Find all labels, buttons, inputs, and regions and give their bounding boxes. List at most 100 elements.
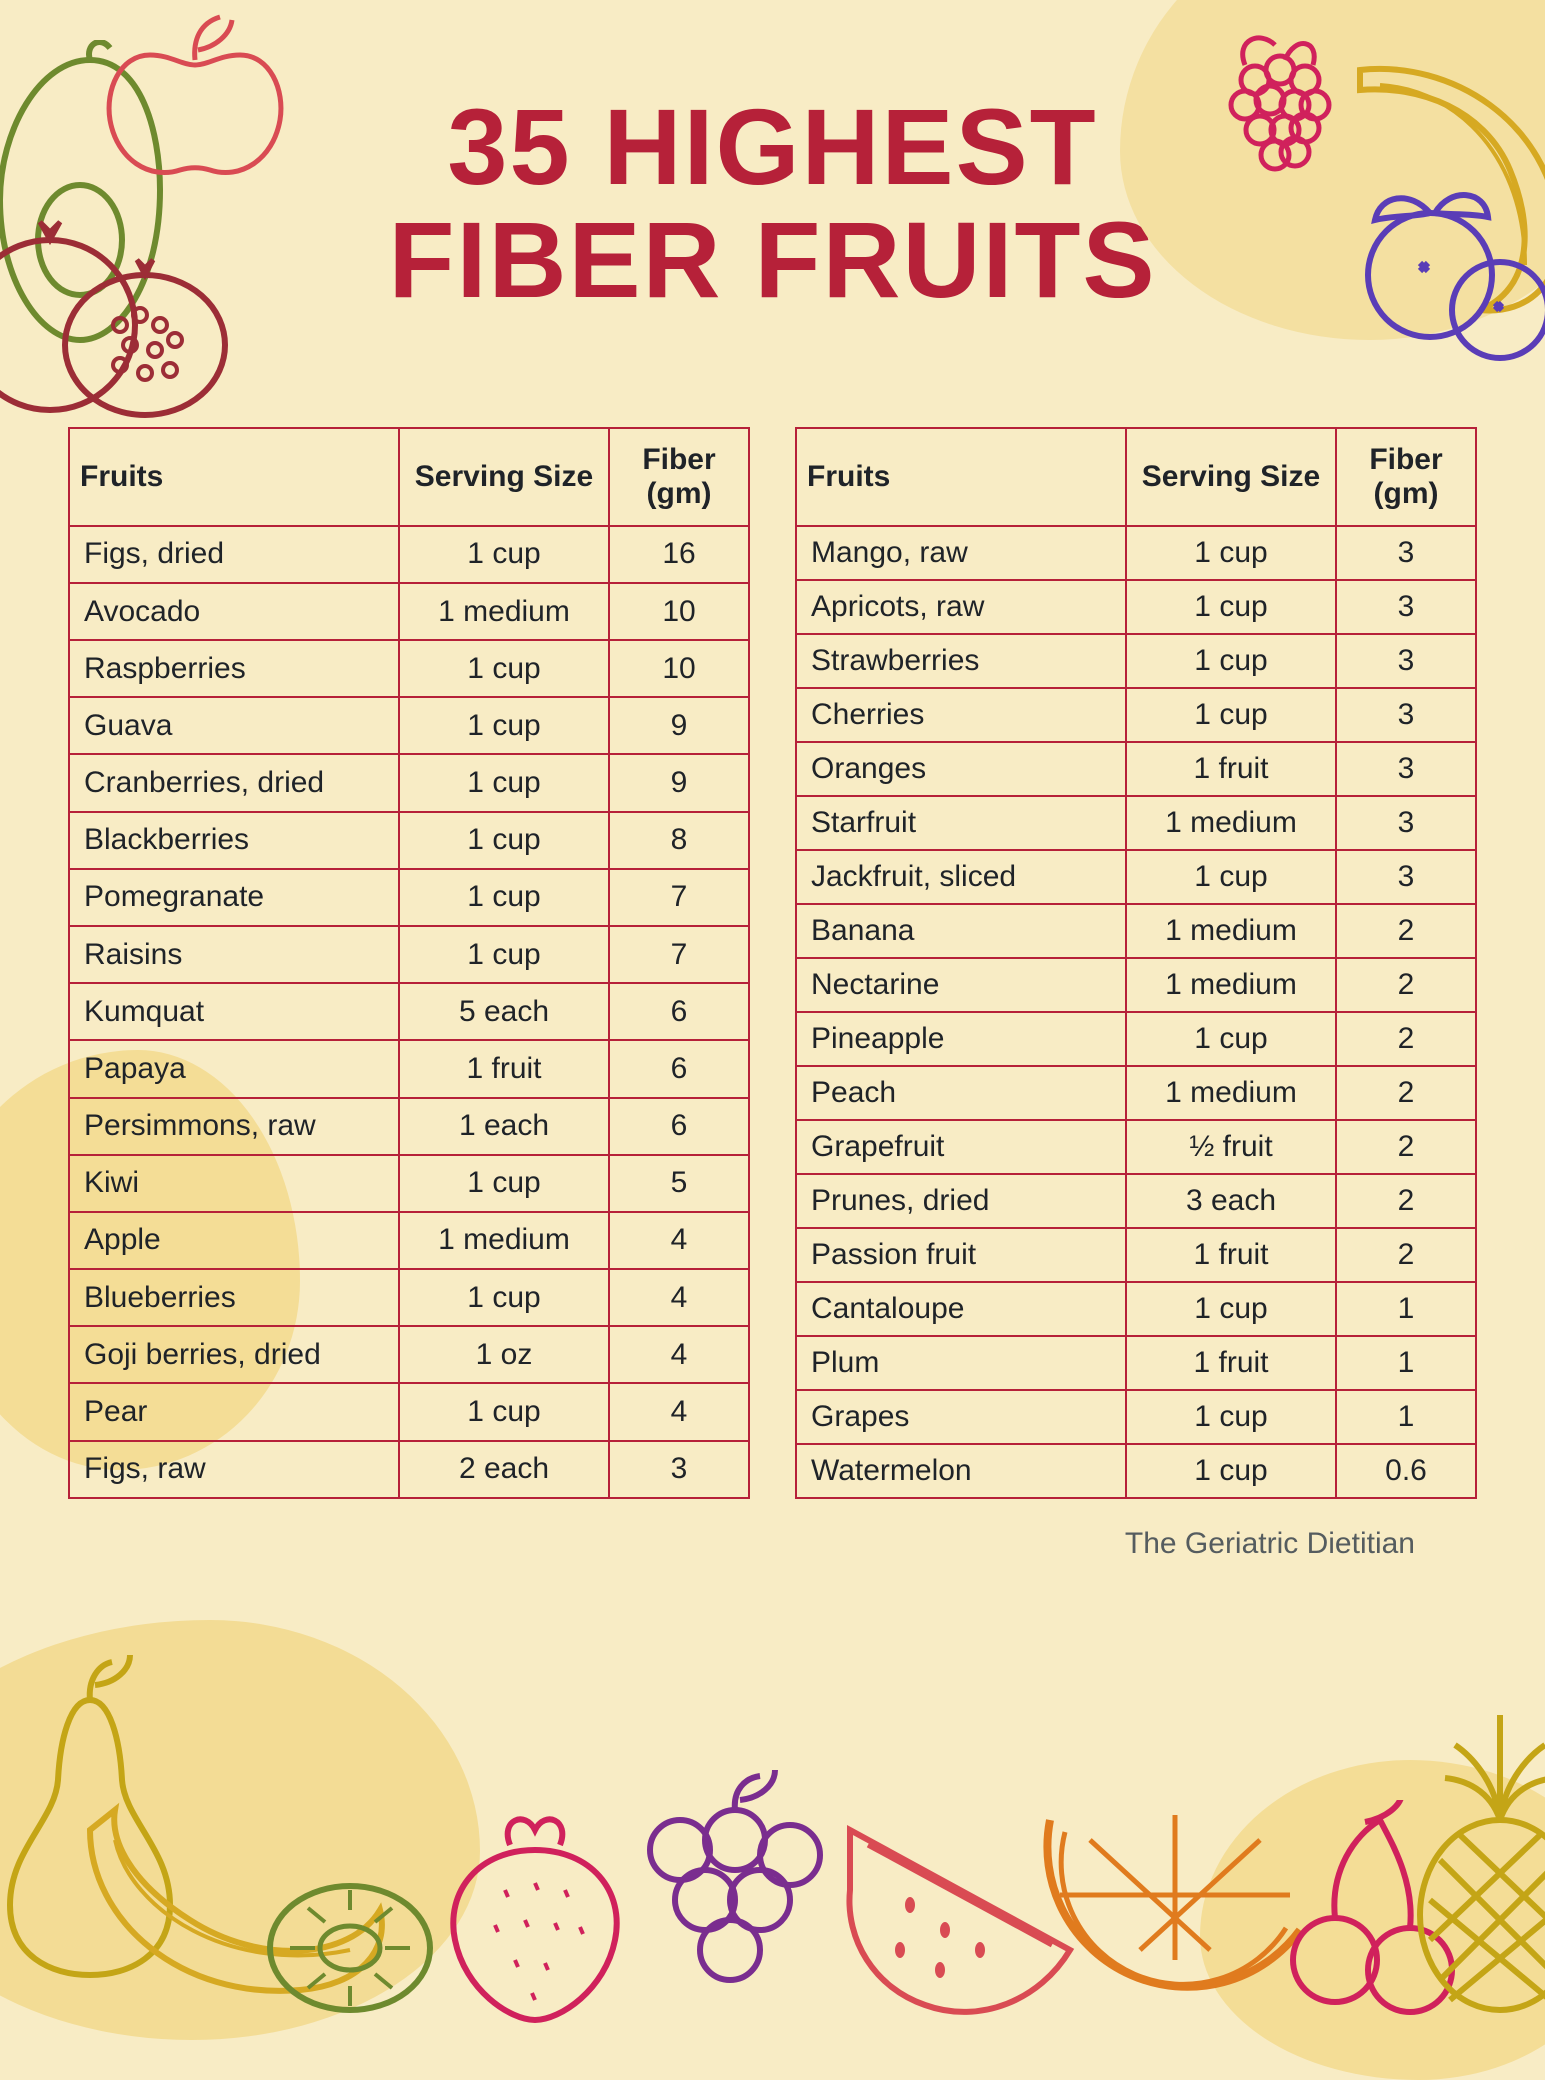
cell-fiber: 3	[1336, 688, 1476, 742]
blueberry-icon	[1340, 175, 1545, 395]
cell-fruit: Pomegranate	[69, 869, 399, 926]
cell-serving: 1 cup	[1126, 1282, 1336, 1336]
col-header-fruits: Fruits	[796, 428, 1126, 526]
cell-fiber: 1	[1336, 1336, 1476, 1390]
table-row: Pear1 cup4	[69, 1383, 749, 1440]
cell-fiber: 16	[609, 526, 749, 583]
cell-serving: 1 cup	[1126, 634, 1336, 688]
col-header-fiber: Fiber (gm)	[1336, 428, 1476, 526]
cell-fiber: 4	[609, 1326, 749, 1383]
cell-serving: 1 cup	[399, 1383, 609, 1440]
cell-serving: 1 cup	[399, 697, 609, 754]
table-row: Persimmons, raw1 each6	[69, 1098, 749, 1155]
cell-serving: 1 cup	[1126, 688, 1336, 742]
kiwi-icon	[260, 1870, 440, 2020]
cell-serving: 1 medium	[399, 1212, 609, 1269]
cell-fiber: 2	[1336, 1120, 1476, 1174]
cell-fruit: Avocado	[69, 583, 399, 640]
cell-fruit: Watermelon	[796, 1444, 1126, 1498]
cell-fiber: 5	[609, 1155, 749, 1212]
cell-fiber: 7	[609, 926, 749, 983]
cell-fruit: Pear	[69, 1383, 399, 1440]
cell-fruit: Peach	[796, 1066, 1126, 1120]
cell-fiber: 1	[1336, 1390, 1476, 1444]
cell-fruit: Blueberries	[69, 1269, 399, 1326]
cell-fruit: Raisins	[69, 926, 399, 983]
table-row: Passion fruit1 fruit2	[796, 1228, 1476, 1282]
cell-fruit: Strawberries	[796, 634, 1126, 688]
cell-fiber: 3	[1336, 742, 1476, 796]
cell-serving: 1 cup	[399, 526, 609, 583]
table-row: Cherries1 cup3	[796, 688, 1476, 742]
cell-fiber: 2	[1336, 1174, 1476, 1228]
table-row: Jackfruit, sliced1 cup3	[796, 850, 1476, 904]
table-row: Raisins1 cup7	[69, 926, 749, 983]
cell-fruit: Plum	[796, 1336, 1126, 1390]
cell-fiber: 2	[1336, 958, 1476, 1012]
cell-fruit: Grapes	[796, 1390, 1126, 1444]
table-row: Peach1 medium2	[796, 1066, 1476, 1120]
cell-serving: 1 medium	[1126, 796, 1336, 850]
cell-serving: 1 cup	[1126, 526, 1336, 580]
cell-fruit: Figs, raw	[69, 1441, 399, 1498]
cell-fruit: Guava	[69, 697, 399, 754]
cell-fiber: 3	[1336, 850, 1476, 904]
table-row: Plum1 fruit1	[796, 1336, 1476, 1390]
col-header-serving: Serving Size	[399, 428, 609, 526]
cell-serving: ½ fruit	[1126, 1120, 1336, 1174]
cell-fruit: Apple	[69, 1212, 399, 1269]
table-header-row: Fruits Serving Size Fiber (gm)	[796, 428, 1476, 526]
cell-serving: 1 each	[399, 1098, 609, 1155]
table-row: Starfruit1 medium3	[796, 796, 1476, 850]
table-row: Papaya1 fruit6	[69, 1040, 749, 1097]
table-row: Cranberries, dried1 cup9	[69, 754, 749, 811]
cell-fruit: Jackfruit, sliced	[796, 850, 1126, 904]
pineapple-icon	[1400, 1700, 1545, 2020]
cell-serving: 1 cup	[399, 754, 609, 811]
cell-fruit: Apricots, raw	[796, 580, 1126, 634]
cell-fiber: 3	[1336, 580, 1476, 634]
cell-fiber: 4	[609, 1212, 749, 1269]
cell-fiber: 9	[609, 754, 749, 811]
cell-fiber: 6	[609, 983, 749, 1040]
cell-fruit: Figs, dried	[69, 526, 399, 583]
cell-serving: 1 cup	[399, 869, 609, 926]
cell-serving: 1 fruit	[1126, 1228, 1336, 1282]
cell-serving: 1 cup	[1126, 850, 1336, 904]
table-row: Prunes, dried3 each2	[796, 1174, 1476, 1228]
cell-fruit: Kumquat	[69, 983, 399, 1040]
cell-fiber: 3	[1336, 796, 1476, 850]
cell-fiber: 3	[609, 1441, 749, 1498]
cell-serving: 3 each	[1126, 1174, 1336, 1228]
cell-fruit: Prunes, dried	[796, 1174, 1126, 1228]
cell-serving: 5 each	[399, 983, 609, 1040]
cell-fruit: Persimmons, raw	[69, 1098, 399, 1155]
table-row: Figs, raw2 each3	[69, 1441, 749, 1498]
cell-serving: 1 cup	[399, 1155, 609, 1212]
cell-fruit: Banana	[796, 904, 1126, 958]
apple-outline-icon	[90, 5, 300, 185]
table-row: Cantaloupe1 cup1	[796, 1282, 1476, 1336]
cell-fruit: Pineapple	[796, 1012, 1126, 1066]
cell-fiber: 2	[1336, 904, 1476, 958]
cell-serving: 1 cup	[1126, 580, 1336, 634]
cell-fruit: Starfruit	[796, 796, 1126, 850]
table-row: Pineapple1 cup2	[796, 1012, 1476, 1066]
cell-serving: 1 cup	[1126, 1390, 1336, 1444]
table-row: Guava1 cup9	[69, 697, 749, 754]
table-row: Figs, dried1 cup16	[69, 526, 749, 583]
cell-serving: 2 each	[399, 1441, 609, 1498]
grapes-icon	[600, 1770, 860, 2020]
table-row: Mango, raw1 cup3	[796, 526, 1476, 580]
cell-fiber: 4	[609, 1383, 749, 1440]
cell-fiber: 3	[1336, 526, 1476, 580]
table-row: Kumquat5 each6	[69, 983, 749, 1040]
table-row: Strawberries1 cup3	[796, 634, 1476, 688]
cell-serving: 1 medium	[1126, 904, 1336, 958]
cell-serving: 1 cup	[1126, 1012, 1336, 1066]
pomegranate-icon	[0, 215, 240, 435]
cell-fiber: 10	[609, 640, 749, 697]
table-row: Blueberries1 cup4	[69, 1269, 749, 1326]
table-row: Blackberries1 cup8	[69, 812, 749, 869]
cell-fruit: Grapefruit	[796, 1120, 1126, 1174]
